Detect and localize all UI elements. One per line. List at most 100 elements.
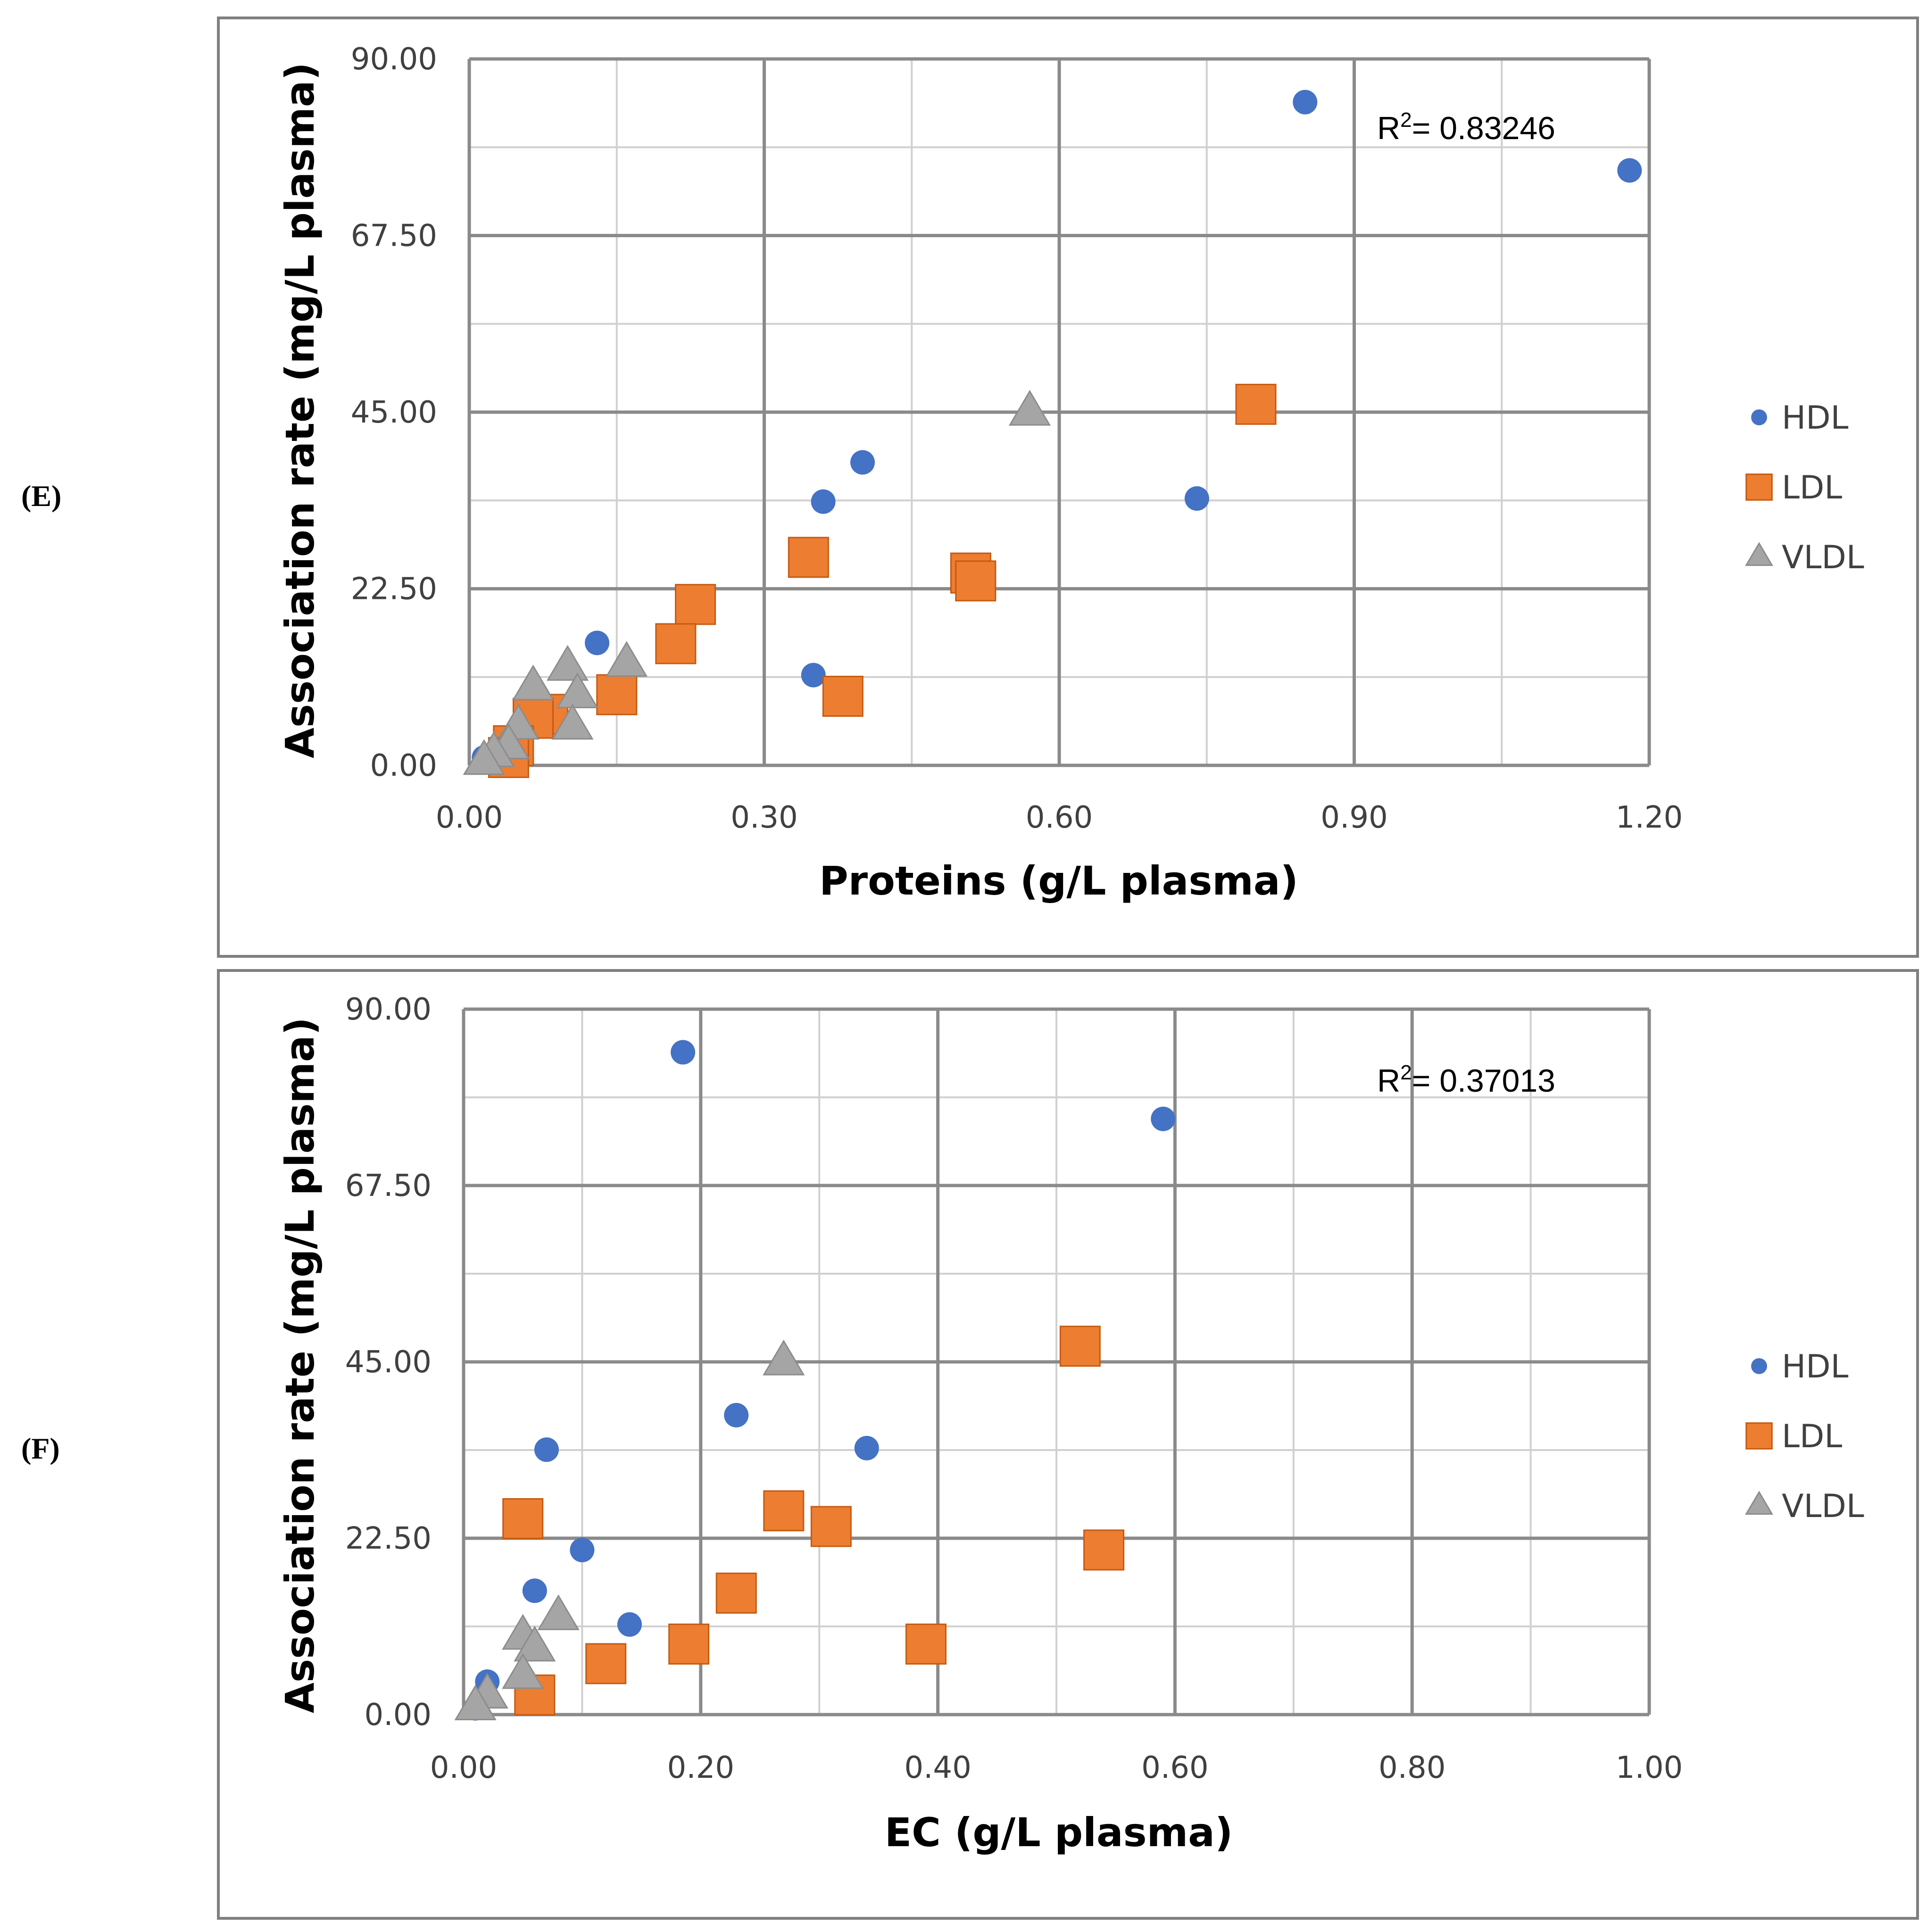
x-tick-label: 0.60	[1026, 800, 1093, 835]
legend-marker-hdl	[1751, 409, 1767, 425]
panel-e-legend: HDL LDL VLDL	[1745, 399, 1864, 576]
data-point-vldl	[454, 1684, 497, 1721]
legend-label-vldl: VLDL	[1782, 1488, 1864, 1525]
legend-label-ldl: LDL	[1782, 1418, 1842, 1455]
y-tick-label: 67.50	[351, 219, 437, 254]
y-tick-label: 45.00	[345, 1345, 432, 1380]
legend-marker-vldl	[1745, 542, 1773, 566]
data-point-ldl	[715, 1572, 757, 1614]
data-point-ldl	[955, 560, 997, 602]
data-point-ldl	[1235, 383, 1277, 425]
legend-marker-ldl	[1745, 473, 1773, 501]
data-point-vldl	[1008, 390, 1051, 426]
panel-e: (E) 0.00 0.30 0.60 0.90 1.20 0.00 22.50 45.00 67…	[21, 17, 1919, 958]
y-tick-label: 0.00	[365, 1698, 432, 1733]
x-tick-label: 0.80	[1379, 1750, 1446, 1785]
x-tick-label: 0.90	[1321, 800, 1388, 835]
data-point-hdl	[671, 1040, 696, 1065]
panel-f-label: (F)	[21, 1432, 60, 1465]
panel-f-r2-base: R	[1377, 1063, 1400, 1099]
panel-f-r2-value: = 0.37013	[1412, 1063, 1555, 1099]
data-point-ldl	[1059, 1326, 1101, 1367]
data-point-hdl	[854, 1435, 879, 1460]
data-point-ldl	[905, 1623, 947, 1665]
panel-f-r2-sup: 2	[1400, 1061, 1412, 1084]
data-point-vldl	[551, 704, 594, 740]
data-point-vldl	[512, 664, 555, 701]
data-point-vldl	[514, 1625, 556, 1662]
panel-e-r2-annotation: R2= 0.83246	[1377, 108, 1555, 146]
data-point-vldl	[763, 1339, 805, 1376]
data-point-vldl	[502, 1653, 544, 1689]
legend-marker-vldl	[1745, 1491, 1773, 1515]
panel-e-frame	[217, 17, 1919, 958]
data-point-vldl	[463, 739, 505, 775]
panel-e-y-axis-label: Association rate (mg/L plasma)	[277, 62, 323, 758]
panel-e-grid	[467, 57, 1651, 767]
panel-f-ticks: 0.00 0.20 0.40 0.60 0.80 1.00 0.00 22.50 45.00 67…	[345, 992, 1683, 1785]
x-tick-label: 0.40	[904, 1750, 972, 1785]
data-point-hdl	[1151, 1106, 1176, 1131]
panel-f-x-axis-label: EC (g/L plasma)	[885, 1809, 1233, 1856]
x-tick-label: 1.00	[1616, 1750, 1683, 1785]
data-point-ldl	[788, 537, 829, 578]
legend-label-vldl: VLDL	[1782, 539, 1864, 576]
legend-marker-ldl	[1745, 1422, 1773, 1450]
data-point-ldl	[668, 1623, 710, 1665]
x-tick-label: 0.20	[667, 1750, 735, 1785]
y-tick-label: 22.50	[351, 572, 437, 607]
x-tick-label: 0.00	[430, 1750, 498, 1785]
data-point-ldl	[810, 1506, 852, 1547]
panel-f-y-axis-label: Association rate (mg/L plasma)	[277, 1017, 323, 1713]
data-point-hdl	[801, 663, 826, 688]
legend-marker-hdl	[1751, 1358, 1767, 1374]
data-point-ldl	[655, 623, 697, 664]
data-point-ldl	[585, 1643, 627, 1684]
data-point-ldl	[763, 1490, 805, 1532]
data-point-hdl	[617, 1612, 642, 1637]
data-point-vldl	[537, 1594, 580, 1630]
panel-f-points	[454, 1040, 1176, 1721]
data-point-hdl	[522, 1578, 547, 1603]
data-point-hdl	[1293, 90, 1318, 115]
data-point-hdl	[534, 1437, 559, 1462]
panel-f-legend: HDL LDL VLDL	[1745, 1348, 1864, 1525]
panel-e-r2-sup: 2	[1400, 108, 1412, 132]
legend-label-ldl: LDL	[1782, 469, 1842, 506]
data-point-ldl	[596, 674, 638, 715]
panel-e-ticks: 0.00 0.30 0.60 0.90 1.20 0.00 22.50 45.00 67.50 9…	[351, 42, 1683, 835]
data-point-hdl	[585, 630, 610, 655]
data-point-vldl	[605, 641, 648, 677]
panel-f-r2-annotation: R2= 0.37013	[1377, 1061, 1555, 1099]
legend-label-hdl: HDL	[1782, 1348, 1848, 1385]
panel-f: (F) 0.00 0.20 0.40 0.60 0.80 1.00 0.00 22.50 45.…	[21, 969, 1919, 1920]
data-point-ldl	[822, 676, 864, 717]
panel-f-grid	[462, 1007, 1651, 1716]
panel-f-frame	[217, 969, 1919, 1920]
data-point-hdl	[811, 489, 836, 514]
data-point-hdl	[1184, 486, 1209, 511]
y-tick-label: 90.00	[345, 992, 432, 1027]
data-point-vldl	[546, 645, 589, 681]
legend-label-hdl: HDL	[1782, 399, 1848, 437]
data-point-hdl	[850, 450, 875, 475]
data-point-hdl	[570, 1537, 595, 1562]
panel-e-points	[463, 90, 1642, 778]
panel-e-x-axis-label: Proteins (g/L plasma)	[819, 858, 1298, 904]
y-tick-label: 45.00	[351, 395, 437, 430]
x-tick-label: 0.60	[1141, 1750, 1209, 1785]
data-point-hdl	[1617, 158, 1642, 183]
data-point-vldl	[556, 672, 598, 708]
y-tick-label: 0.00	[370, 748, 438, 783]
x-tick-label: 0.30	[731, 800, 798, 835]
panel-e-r2-base: R	[1377, 110, 1400, 146]
y-tick-label: 22.50	[345, 1521, 432, 1556]
y-tick-label: 90.00	[351, 42, 437, 77]
data-point-ldl	[502, 1498, 544, 1539]
x-tick-label: 1.20	[1616, 800, 1683, 835]
y-tick-label: 67.50	[345, 1169, 432, 1203]
panel-e-r2-value: = 0.83246	[1412, 110, 1555, 146]
data-point-ldl	[1083, 1529, 1125, 1571]
data-point-ldl	[675, 584, 716, 625]
